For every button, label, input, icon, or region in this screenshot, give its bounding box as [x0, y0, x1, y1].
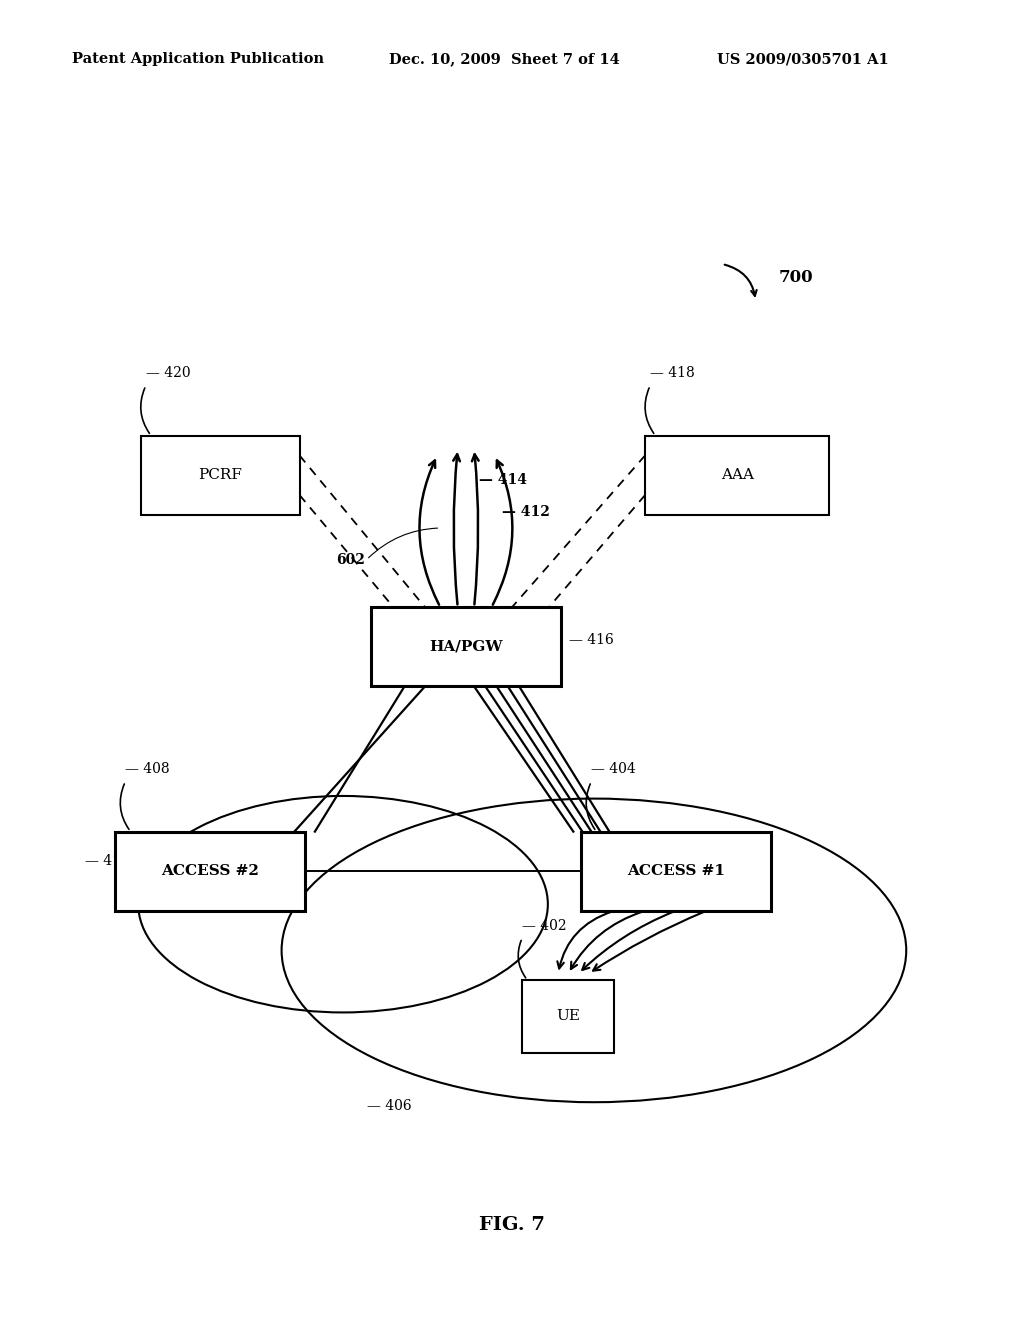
Text: — 402: — 402	[522, 919, 567, 932]
Text: FIG. 7: FIG. 7	[479, 1216, 545, 1234]
FancyBboxPatch shape	[372, 607, 561, 686]
Text: AAA: AAA	[721, 469, 754, 482]
Text: 602: 602	[336, 553, 365, 566]
FancyBboxPatch shape	[645, 436, 829, 515]
FancyBboxPatch shape	[582, 832, 770, 911]
FancyBboxPatch shape	[141, 436, 299, 515]
Text: — 412: — 412	[502, 506, 550, 519]
FancyBboxPatch shape	[115, 832, 305, 911]
Text: PCRF: PCRF	[199, 469, 242, 482]
Text: Dec. 10, 2009  Sheet 7 of 14: Dec. 10, 2009 Sheet 7 of 14	[389, 53, 620, 66]
Text: — 418: — 418	[650, 366, 695, 380]
Text: US 2009/0305701 A1: US 2009/0305701 A1	[717, 53, 889, 66]
Text: 700: 700	[778, 269, 813, 285]
Text: HA/PGW: HA/PGW	[429, 640, 503, 653]
Text: ACCESS #1: ACCESS #1	[627, 865, 725, 878]
Text: — 406: — 406	[367, 1100, 412, 1113]
Text: — 420: — 420	[146, 366, 190, 380]
Text: — 410: — 410	[85, 854, 130, 867]
Text: — 408: — 408	[125, 762, 170, 776]
Text: Patent Application Publication: Patent Application Publication	[72, 53, 324, 66]
Text: UE: UE	[556, 1010, 581, 1023]
Text: — 404: — 404	[592, 762, 636, 776]
Text: — 416: — 416	[569, 634, 613, 647]
Text: ACCESS #2: ACCESS #2	[161, 865, 259, 878]
FancyBboxPatch shape	[522, 979, 614, 1053]
Text: — 414: — 414	[479, 474, 527, 487]
